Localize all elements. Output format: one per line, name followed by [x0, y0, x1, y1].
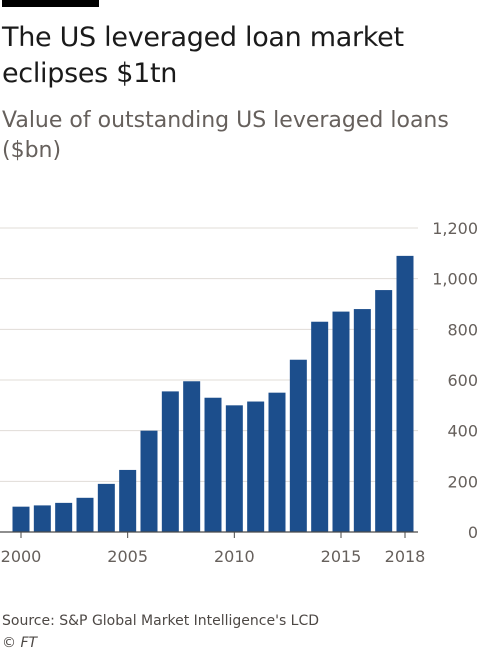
x-tick-label: 2010: [214, 547, 255, 566]
bar: [55, 502, 73, 532]
bar: [225, 405, 243, 532]
bar-chart: 0 200 400 600 800 1,000 1,200 2000 2005 2010 2015 2…: [0, 219, 478, 566]
copyright-note: © FT: [2, 635, 38, 651]
x-tick-label: 2005: [107, 547, 148, 566]
y-tick-label: 200: [447, 472, 478, 491]
bar: [332, 311, 350, 532]
y-tick-label: 0: [468, 523, 478, 542]
source-note: Source: S&P Global Market Intelligence's…: [2, 613, 320, 629]
bar: [396, 255, 414, 532]
y-tick-label: 400: [447, 422, 478, 441]
x-tick-label: 2018: [385, 547, 426, 566]
y-tick-label: 800: [447, 320, 478, 339]
header-accent-bar: [2, 0, 99, 7]
bar: [97, 483, 115, 532]
bar: [268, 392, 286, 532]
y-tick-label: 600: [447, 371, 478, 390]
bar: [204, 397, 222, 532]
bar: [311, 321, 329, 532]
bar: [375, 290, 393, 532]
chart-title: The US leveraged loan market eclipses $1…: [2, 22, 404, 89]
bar: [140, 430, 158, 532]
x-tick-label: 2015: [321, 547, 362, 566]
bar: [289, 359, 307, 532]
x-tick-label: 2000: [1, 547, 42, 566]
bar: [12, 506, 30, 532]
bar: [183, 381, 201, 532]
bar: [76, 497, 94, 532]
y-tick-label: 1,000: [432, 270, 478, 289]
chart-subtitle: Value of outstanding US leveraged loans …: [2, 108, 449, 163]
bar: [161, 391, 179, 532]
bar: [119, 469, 137, 532]
bar: [247, 401, 265, 532]
bar: [353, 309, 371, 532]
y-tick-label: 1,200: [432, 219, 478, 238]
bar: [33, 505, 51, 532]
